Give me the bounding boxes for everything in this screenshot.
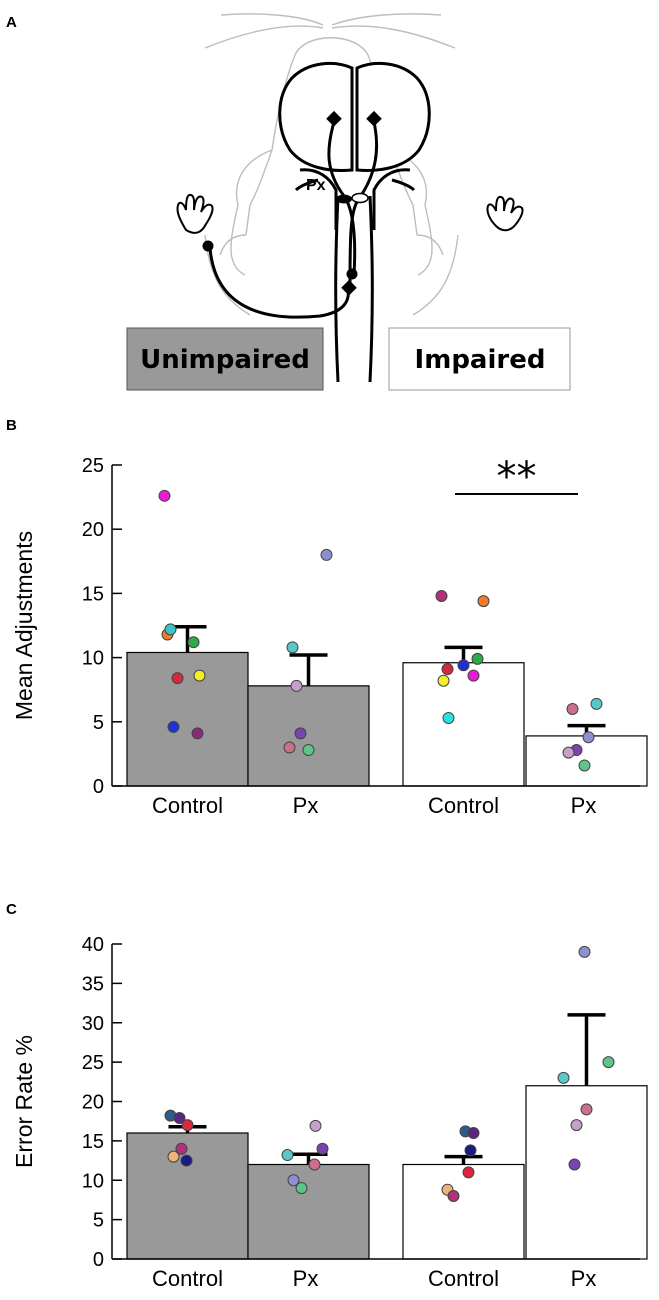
impaired-label: Impaired xyxy=(415,345,546,375)
y-tick-label: 20 xyxy=(82,519,104,541)
unimpaired-label: Unimpaired xyxy=(140,345,310,375)
y-tick-label: 0 xyxy=(93,776,104,798)
data-point xyxy=(562,746,575,759)
unimpaired-box xyxy=(126,327,324,391)
data-point xyxy=(578,945,591,958)
y-axis-title: Mean Adjustments xyxy=(11,531,37,720)
data-point xyxy=(287,1174,300,1187)
significance-stars: ** xyxy=(497,454,537,500)
data-point xyxy=(447,1190,460,1202)
y-tick-label: 35 xyxy=(82,973,104,995)
data-point xyxy=(290,679,303,692)
data-point xyxy=(316,1142,329,1155)
bar-unimpaired-control xyxy=(126,1132,249,1260)
data-point xyxy=(464,1144,477,1157)
data-point xyxy=(580,1103,593,1116)
bar-unimpaired-px xyxy=(247,685,370,787)
data-point xyxy=(467,1127,480,1139)
y-tick-label: 25 xyxy=(82,455,104,477)
data-point xyxy=(167,1150,180,1163)
data-point xyxy=(568,1158,581,1171)
data-point xyxy=(302,744,315,757)
y-tick-label: 15 xyxy=(82,583,104,605)
y-tick-label: 15 xyxy=(82,1131,104,1153)
x-category-label: Px xyxy=(571,793,597,818)
y-tick-label: 5 xyxy=(93,712,104,734)
data-point xyxy=(193,669,206,682)
panel-a-letter: A xyxy=(6,14,17,31)
x-category-label: Control xyxy=(428,793,499,818)
data-point xyxy=(191,727,204,740)
bar-impaired-control xyxy=(402,1163,525,1260)
data-point xyxy=(471,652,484,665)
bar-unimpaired-px xyxy=(247,1163,370,1260)
data-point xyxy=(281,1149,294,1162)
impaired-box xyxy=(388,327,571,391)
data-point xyxy=(590,697,603,710)
data-point xyxy=(582,731,595,744)
data-point xyxy=(437,674,450,687)
data-point xyxy=(294,727,307,740)
data-point xyxy=(602,1056,615,1069)
data-point xyxy=(477,595,490,608)
panel-c-letter: C xyxy=(6,901,17,918)
y-tick-label: 10 xyxy=(82,648,104,670)
data-point xyxy=(283,741,296,754)
right-paw-icon xyxy=(486,195,524,232)
y-tick-label: 5 xyxy=(93,1210,104,1232)
x-category-label: Control xyxy=(428,1266,499,1291)
y-tick-label: 40 xyxy=(82,934,104,956)
data-point xyxy=(435,589,448,602)
data-point xyxy=(457,659,470,672)
panel-b-letter: B xyxy=(6,417,17,434)
x-category-label: Control xyxy=(152,793,223,818)
y-tick-label: 25 xyxy=(82,1052,104,1074)
data-point xyxy=(566,702,579,715)
y-tick-label: 0 xyxy=(93,1249,104,1271)
spinal-cord xyxy=(334,195,374,383)
data-point xyxy=(158,489,171,502)
data-point xyxy=(308,1158,321,1171)
data-point xyxy=(187,636,200,649)
y-tick-label: 20 xyxy=(82,1092,104,1114)
bar-unimpaired-control xyxy=(126,651,249,787)
data-point xyxy=(557,1071,570,1084)
left-paw-icon xyxy=(176,193,214,234)
bar-impaired-control xyxy=(402,662,525,787)
data-point xyxy=(309,1119,322,1132)
data-point xyxy=(570,1119,583,1132)
data-point xyxy=(441,663,454,676)
y-tick-label: 10 xyxy=(82,1170,104,1192)
px-lesion-label: Px xyxy=(306,177,326,194)
data-point xyxy=(167,720,180,733)
data-point xyxy=(181,1119,194,1132)
x-category-label: Px xyxy=(571,1266,597,1291)
y-tick-label: 30 xyxy=(82,1013,104,1035)
x-category-label: Px xyxy=(293,793,319,818)
data-point xyxy=(173,1112,186,1125)
data-point xyxy=(175,1142,188,1155)
chart-b: 0 5 10 15 20 25 Control Px Control Px Mean Adjustm… xyxy=(11,454,648,818)
chart-c: 0 5 10 15 20 25 30 35 40 Control Px Control Px Error … xyxy=(11,934,648,1291)
data-point xyxy=(295,1182,308,1195)
data-point xyxy=(180,1154,193,1167)
y-axis-title: Error Rate % xyxy=(11,1035,37,1168)
data-point xyxy=(442,711,455,724)
data-point xyxy=(164,623,177,636)
data-point xyxy=(171,672,184,685)
data-point xyxy=(286,641,299,654)
x-category-label: Control xyxy=(152,1266,223,1291)
data-point xyxy=(462,1166,475,1179)
data-point xyxy=(320,548,333,561)
data-point xyxy=(578,759,591,772)
x-category-label: Px xyxy=(293,1266,319,1291)
data-point xyxy=(467,669,480,682)
